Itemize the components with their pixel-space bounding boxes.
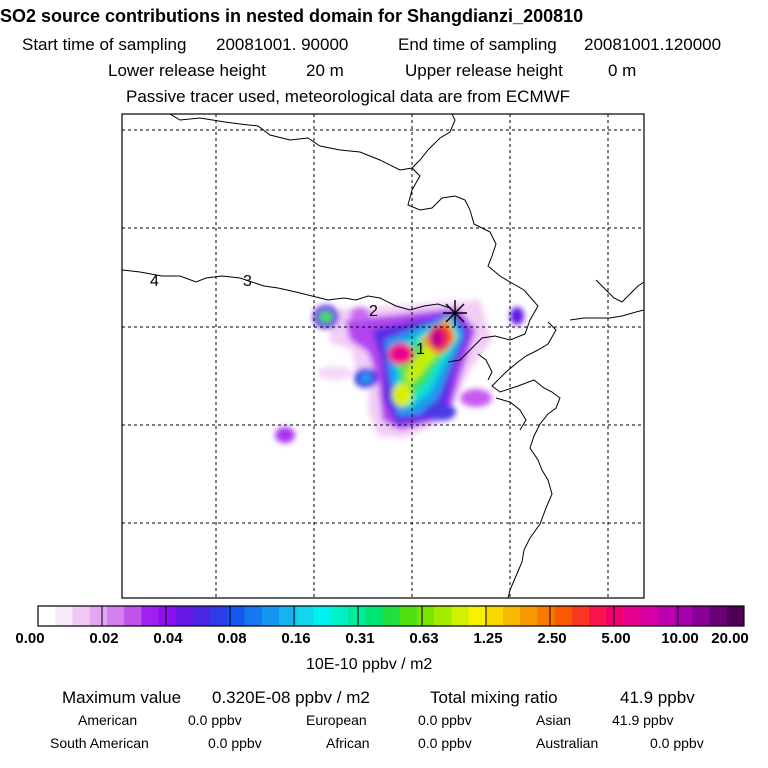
colorbar-swatch — [55, 606, 73, 626]
colorbar-swatch — [175, 606, 194, 626]
region-label-1: 1 — [416, 341, 425, 358]
colorbar-swatch — [589, 606, 607, 626]
region-american-value: 0.0 ppbv — [188, 712, 242, 728]
colorbar-swatch — [451, 606, 469, 626]
colorbar-swatch — [313, 606, 332, 626]
colorbar-swatch — [141, 606, 159, 626]
region-european-label: European — [306, 712, 367, 728]
colorbar-swatch — [261, 606, 280, 626]
colorbar-tick-label: 10.00 — [661, 630, 699, 647]
map-gridlines — [122, 114, 644, 598]
colorbar-swatch — [72, 606, 91, 626]
colorbar-units: 10E-10 ppbv / m2 — [306, 656, 433, 673]
chart-title: SO2 source contributions in nested domai… — [0, 6, 584, 26]
colorbar-tick-label: 0.08 — [217, 630, 247, 647]
colorbar-swatch — [657, 606, 676, 626]
region-american-label: American — [78, 712, 138, 728]
region-australian-label: Australian — [536, 735, 599, 751]
colorbar-swatch — [399, 606, 418, 626]
start-time-label: Start time of sampling — [22, 35, 187, 54]
colorbar-swatch — [640, 606, 659, 626]
concentration-field — [275, 300, 524, 443]
colorbar-swatch — [279, 606, 297, 626]
region-asian-value: 41.9 ppbv — [612, 712, 674, 728]
total-mixing-value: 41.9 ppbv — [620, 688, 695, 707]
colorbar-swatch — [38, 606, 56, 626]
colorbar-swatch — [227, 606, 246, 626]
colorbar-swatch — [296, 606, 314, 626]
star-marker — [443, 300, 467, 326]
colorbar-tick-label: 5.00 — [601, 630, 631, 647]
colorbar-swatch — [330, 606, 349, 626]
upper-release-value: 0 m — [608, 61, 637, 80]
start-time-value: 20081001. 90000 — [216, 35, 349, 54]
lower-release-value: 20 m — [306, 61, 344, 80]
region-label-2: 2 — [369, 303, 378, 320]
region-african-value: 0.0 ppbv — [418, 735, 472, 751]
map-frame — [121, 113, 645, 599]
region-label-3: 3 — [243, 273, 252, 290]
colorbar-swatch — [416, 606, 435, 626]
tracer-note: Passive tracer used, meteorological data… — [126, 87, 571, 106]
colorbar-swatch — [709, 606, 728, 626]
colorbar-tick-label: 1.25 — [473, 630, 503, 647]
region-label-4: 4 — [150, 273, 159, 290]
colorbar-swatch — [571, 606, 590, 626]
total-mixing-label: Total mixing ratio — [430, 688, 558, 707]
colorbar-swatch — [365, 606, 383, 626]
colorbar-swatch — [675, 606, 693, 626]
colorbar-swatch — [726, 606, 745, 626]
colorbar-swatch — [520, 606, 538, 626]
region-african-label: African — [326, 735, 370, 751]
colorbar-swatch — [244, 606, 263, 626]
colorbar-swatch — [158, 606, 177, 626]
colorbar-tick-label: 0.16 — [281, 630, 311, 647]
max-value: 0.320E-08 ppbv / m2 — [212, 688, 370, 707]
colorbar-swatch — [485, 606, 504, 626]
colorbar-swatch — [468, 606, 487, 626]
region-australian-value: 0.0 ppbv — [650, 735, 704, 751]
region-south-american-value: 0.0 ppbv — [208, 735, 262, 751]
end-time-value: 20081001.120000 — [584, 35, 722, 54]
colorbar-swatch — [434, 606, 452, 626]
max-value-label: Maximum value — [62, 688, 182, 707]
region-south-american-label: South American — [50, 735, 149, 751]
colorbar-swatch — [124, 606, 142, 626]
colorbar-tick-label: 0.02 — [89, 630, 119, 647]
colorbar-swatch — [606, 606, 624, 626]
map-boundaries — [122, 114, 644, 598]
colorbar-tick-label: 0.00 — [15, 630, 45, 647]
colorbar-swatch — [382, 606, 401, 626]
end-time-label: End time of sampling — [398, 35, 557, 54]
colorbar-swatch — [537, 606, 555, 626]
colorbar-tick-label: 0.04 — [153, 630, 183, 647]
colorbar-swatch — [502, 606, 521, 626]
colorbar — [37, 605, 745, 627]
colorbar-swatch — [106, 606, 125, 626]
region-asian-label: Asian — [536, 712, 572, 728]
region-european-value: 0.0 ppbv — [418, 712, 472, 728]
upper-release-label: Upper release height — [405, 61, 563, 80]
colorbar-swatch — [554, 606, 573, 626]
colorbar-swatch — [692, 606, 710, 626]
colorbar-tick-label: 20.00 — [711, 630, 749, 647]
colorbar-swatch — [210, 606, 228, 626]
colorbar-tick-label: 2.50 — [537, 630, 567, 647]
colorbar-swatch — [89, 606, 108, 626]
colorbar-tick-label: 0.31 — [345, 630, 375, 647]
colorbar-frame — [37, 605, 745, 627]
colorbar-swatch — [347, 606, 366, 626]
colorbar-swatch — [192, 606, 211, 626]
lower-release-label: Lower release height — [108, 61, 266, 80]
colorbar-swatch — [623, 606, 642, 626]
colorbar-tick-label: 0.63 — [409, 630, 439, 647]
